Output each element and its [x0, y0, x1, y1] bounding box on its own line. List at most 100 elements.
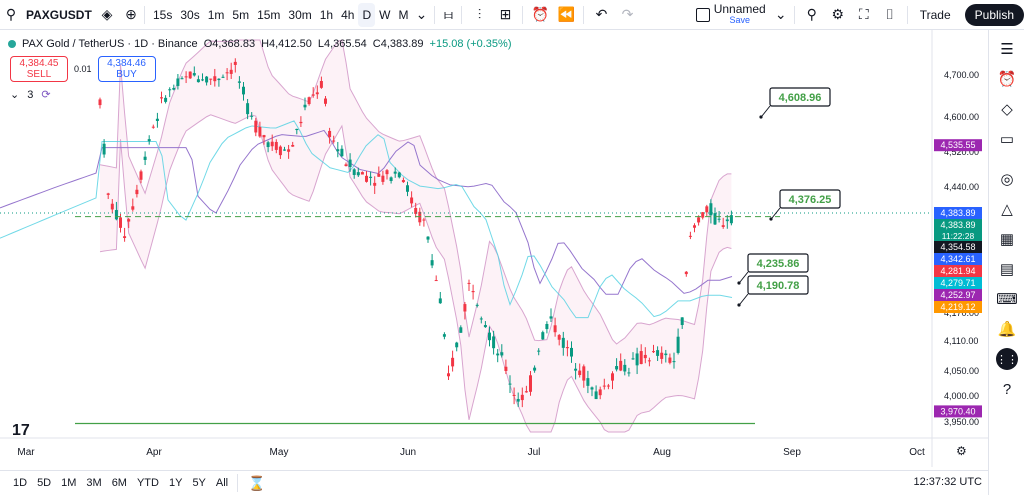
symbol-name[interactable]: PAXGUSDT [26, 7, 92, 22]
price-callout-box[interactable] [769, 87, 831, 107]
layout-checkbox[interactable] [695, 7, 710, 22]
candle-body[interactable] [217, 78, 221, 81]
candle-body[interactable] [623, 364, 627, 372]
chevron-down-icon[interactable]: ⌄ [10, 89, 20, 101]
candle-body[interactable] [422, 219, 426, 221]
candle-body[interactable] [631, 358, 635, 360]
candle-body[interactable] [274, 141, 278, 150]
candle-body[interactable] [455, 342, 459, 348]
chevron-down-icon[interactable]: ⌄ [774, 6, 787, 22]
candle-body[interactable] [98, 99, 102, 106]
notifications-icon[interactable]: 🔔 [997, 321, 1017, 338]
candle-body[interactable] [332, 140, 336, 142]
candle-body[interactable] [574, 368, 578, 371]
ideas-icon[interactable]: △ [1001, 201, 1013, 218]
chart-pane[interactable]: Mar Apr May Jun Jul Aug Sep Oct 4,700.00 4,600.00… [0, 30, 988, 467]
indicators-icon[interactable]: ⫶ [477, 6, 482, 22]
candle-body[interactable] [713, 213, 717, 225]
templates-icon[interactable]: ⊞ [499, 6, 512, 22]
candle-body[interactable] [348, 159, 352, 168]
chat-icon[interactable]: ▭ [999, 131, 1015, 148]
candle-body[interactable] [410, 197, 414, 204]
candle-body[interactable] [352, 169, 356, 175]
candle-body[interactable] [397, 172, 401, 178]
candle-body[interactable] [483, 325, 487, 328]
candle-body[interactable] [463, 304, 467, 312]
indicator-count[interactable]: 3 [27, 88, 34, 101]
candle-body[interactable] [602, 385, 606, 387]
range-5y[interactable]: 5Y [192, 477, 206, 489]
candle-body[interactable] [287, 149, 291, 152]
candle-body[interactable] [500, 352, 504, 356]
candle-body[interactable] [344, 164, 348, 167]
utc-clock[interactable]: 12:37:32 UTC [913, 476, 982, 488]
candle-body[interactable] [606, 385, 610, 387]
candle-body[interactable] [176, 78, 180, 86]
candle-body[interactable] [299, 121, 303, 124]
candle-body[interactable] [319, 80, 323, 88]
layout-name[interactable]: Unnamed Save [714, 3, 766, 26]
candle-body[interactable] [709, 203, 713, 216]
price-callout-label[interactable]: 4,608.96 [779, 92, 822, 104]
candle-body[interactable] [512, 394, 516, 396]
notes-icon[interactable]: ▤ [999, 261, 1015, 278]
interval-4h[interactable]: 4h [341, 7, 355, 22]
symbol-search-icon[interactable]: ⚲ [5, 6, 17, 22]
candle-body[interactable] [155, 118, 159, 121]
candle-body[interactable] [582, 366, 586, 381]
candle-body[interactable] [471, 291, 475, 293]
candle-body[interactable] [414, 207, 418, 214]
candle-body[interactable] [570, 347, 573, 357]
candle-body[interactable] [565, 347, 569, 349]
candle-body[interactable] [233, 61, 237, 65]
candle-body[interactable] [652, 351, 655, 353]
candle-body[interactable] [164, 97, 168, 102]
candle-body[interactable] [504, 366, 508, 371]
candle-body[interactable] [516, 398, 520, 402]
trade-button[interactable]: Trade [919, 7, 951, 22]
candle-body[interactable] [295, 128, 299, 131]
candle-body[interactable] [139, 171, 143, 180]
candle-body[interactable] [729, 215, 733, 224]
signals-icon[interactable]: ◎ [1000, 171, 1014, 188]
candle-body[interactable] [451, 357, 455, 367]
undo-icon[interactable]: ↶ [595, 6, 608, 22]
candle-body[interactable] [705, 206, 709, 213]
candle-body[interactable] [643, 354, 647, 359]
candle-body[interactable] [336, 149, 340, 152]
candle-body[interactable] [188, 71, 192, 79]
candle-body[interactable] [586, 378, 590, 386]
candle-body[interactable] [459, 327, 463, 333]
candle-body[interactable] [635, 353, 639, 366]
candle-body[interactable] [492, 336, 496, 349]
interval-1m[interactable]: 1m [207, 7, 225, 22]
alerts-icon[interactable]: ⏰ [997, 71, 1017, 88]
interval-30s[interactable]: 30s [180, 7, 200, 22]
range-5d[interactable]: 5D [37, 477, 52, 489]
candle-body[interactable] [541, 332, 545, 340]
candle-body[interactable] [135, 189, 139, 195]
candle-body[interactable] [307, 97, 311, 105]
interval-15m[interactable]: 15m [257, 7, 281, 22]
candle-body[interactable] [590, 387, 594, 390]
candle-body[interactable] [611, 373, 614, 381]
buy-button[interactable]: 4,384.46 BUY [97, 56, 156, 82]
chevron-down-icon[interactable]: ⌄ [415, 6, 428, 22]
candle-body[interactable] [660, 352, 664, 359]
candle-body[interactable] [324, 98, 327, 104]
candle-body[interactable] [557, 335, 561, 340]
add-symbol-icon[interactable]: ⊕ [125, 6, 137, 22]
candle-body[interactable] [697, 217, 701, 223]
range-ytd[interactable]: YTD [136, 477, 159, 489]
price-callout-box[interactable] [747, 253, 809, 273]
candle-body[interactable] [127, 219, 131, 222]
legend-title[interactable]: PAX Gold / TetherUS · 1D · Binance [22, 38, 198, 50]
candle-body[interactable] [242, 86, 245, 95]
candle-body[interactable] [561, 337, 565, 348]
candle-body[interactable] [524, 391, 528, 393]
price-callout-label[interactable]: 4,235.86 [757, 258, 800, 270]
candle-body[interactable] [479, 318, 483, 320]
interval-5m[interactable]: 5m [232, 7, 250, 22]
interval-d[interactable]: D [358, 2, 376, 27]
candle-body[interactable] [356, 172, 360, 176]
